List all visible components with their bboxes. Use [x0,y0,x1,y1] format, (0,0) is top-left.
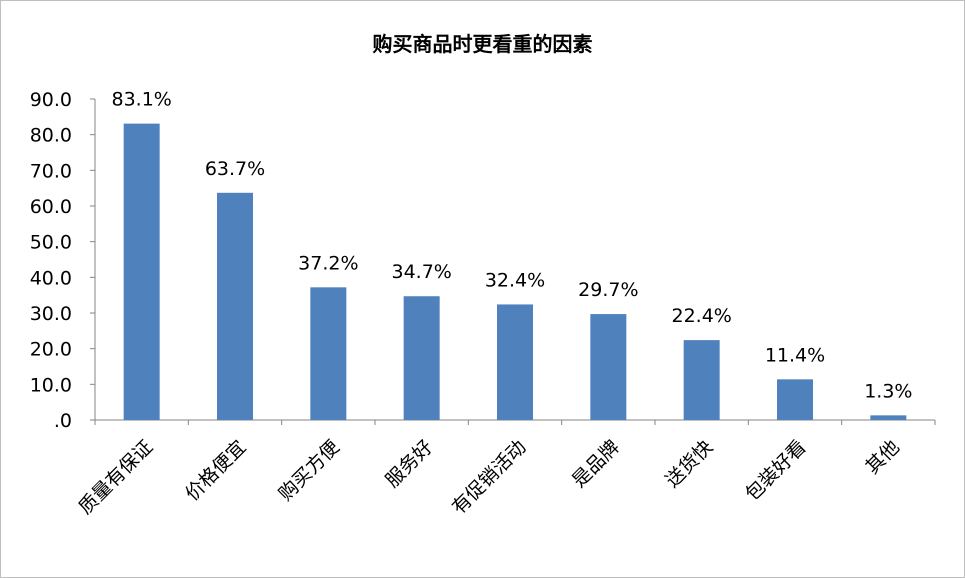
y-tick-label: 20.0 [30,339,72,361]
category-label: 包装好看 [741,436,810,505]
category-label: 有促销活动 [448,436,531,519]
bar [123,123,160,421]
y-tick-label: 30.0 [30,303,72,325]
data-label: 83.1% [111,89,171,111]
data-label: 11.4% [765,344,825,366]
category-label: 服务好 [381,436,437,492]
bar [403,296,440,420]
data-label: 34.7% [391,261,451,283]
data-label: 29.7% [578,279,638,301]
data-label: 1.3% [864,380,912,402]
data-label: 63.7% [205,158,265,180]
data-label: 22.4% [671,305,731,327]
category-label: 购买方便 [275,436,344,505]
data-label: 32.4% [485,269,545,291]
y-tick-label: 40.0 [30,267,72,289]
y-tick-label: 60.0 [30,196,72,218]
y-tick-label: 50.0 [30,232,72,254]
y-tick-label: 70.0 [30,160,72,182]
data-label: 37.2% [298,252,358,274]
bar [497,304,533,420]
category-label: 其他 [861,436,903,478]
chart-title: 购买商品时更看重的因素 [372,32,593,56]
bar [590,314,627,420]
category-label: 质量有保证 [74,436,157,519]
category-label: 送货快 [661,436,717,492]
y-tick-label: 90.0 [30,89,72,111]
y-tick-label: 10.0 [30,374,72,396]
category-label: 价格便宜 [181,436,250,505]
category-label: 是品牌 [568,436,624,492]
bar [777,379,813,420]
bar [217,192,253,420]
y-tick-label: .0 [54,410,72,432]
y-tick-label: 80.0 [30,125,72,147]
bar [683,340,720,420]
bar [870,415,907,420]
bar [310,287,347,420]
